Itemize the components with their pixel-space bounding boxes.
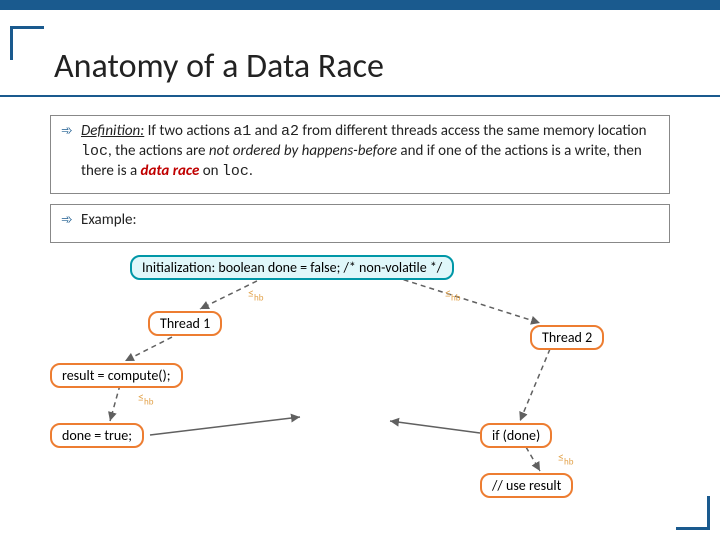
hb-label-2: ≤hb xyxy=(445,287,460,303)
slide-title: Anatomy of a Data Race xyxy=(50,46,670,87)
def-text-2: and xyxy=(251,122,281,140)
definition-bullet: Definition: If two actions a1 and a2 fro… xyxy=(61,122,659,181)
def-text-6: on xyxy=(199,162,222,180)
example-label: Example: xyxy=(61,211,659,230)
hb-label-3: ≤hb xyxy=(138,391,153,407)
def-text-7: . xyxy=(249,162,253,180)
def-a2: a2 xyxy=(281,123,299,140)
race-text: Race on done!!! xyxy=(306,409,385,422)
def-data-race: data race xyxy=(141,162,200,180)
init-pill: Initialization: boolean done = false; /*… xyxy=(130,255,454,280)
def-not-ordered: not ordered by happens-before xyxy=(209,142,397,160)
def-text-3: from different threads access the same m… xyxy=(299,122,646,140)
hb-label-1: ≤hb xyxy=(248,287,263,303)
corner-decor-br xyxy=(676,496,710,530)
done-true-pill: done = true; xyxy=(50,423,144,448)
use-result-pill: // use result xyxy=(480,473,573,498)
definition-box: Definition: If two actions a1 and a2 fro… xyxy=(50,115,670,194)
slide: Anatomy of a Data Race Definition: If tw… xyxy=(0,0,720,540)
title-divider xyxy=(0,95,720,97)
hb-label-4: ≤hb xyxy=(558,451,573,467)
definition-label: Definition: xyxy=(81,122,144,140)
thread2-pill: Thread 2 xyxy=(530,325,604,350)
race-burst: Race on done!!! xyxy=(300,385,392,447)
corner-decor-tl xyxy=(10,26,44,60)
compute-pill: result = compute(); xyxy=(50,363,183,388)
def-loc2: loc xyxy=(222,163,249,180)
example-box: Example: xyxy=(50,204,670,243)
thread1-pill: Thread 1 xyxy=(148,311,222,336)
def-loc: loc xyxy=(81,143,108,160)
def-text-4: , the actions are xyxy=(108,142,209,160)
if-done-pill: if (done) xyxy=(480,423,552,448)
def-a1: a1 xyxy=(233,123,251,140)
diagram: Initialization: boolean done = false; /*… xyxy=(50,253,670,513)
def-text-1: If two actions xyxy=(144,122,233,140)
